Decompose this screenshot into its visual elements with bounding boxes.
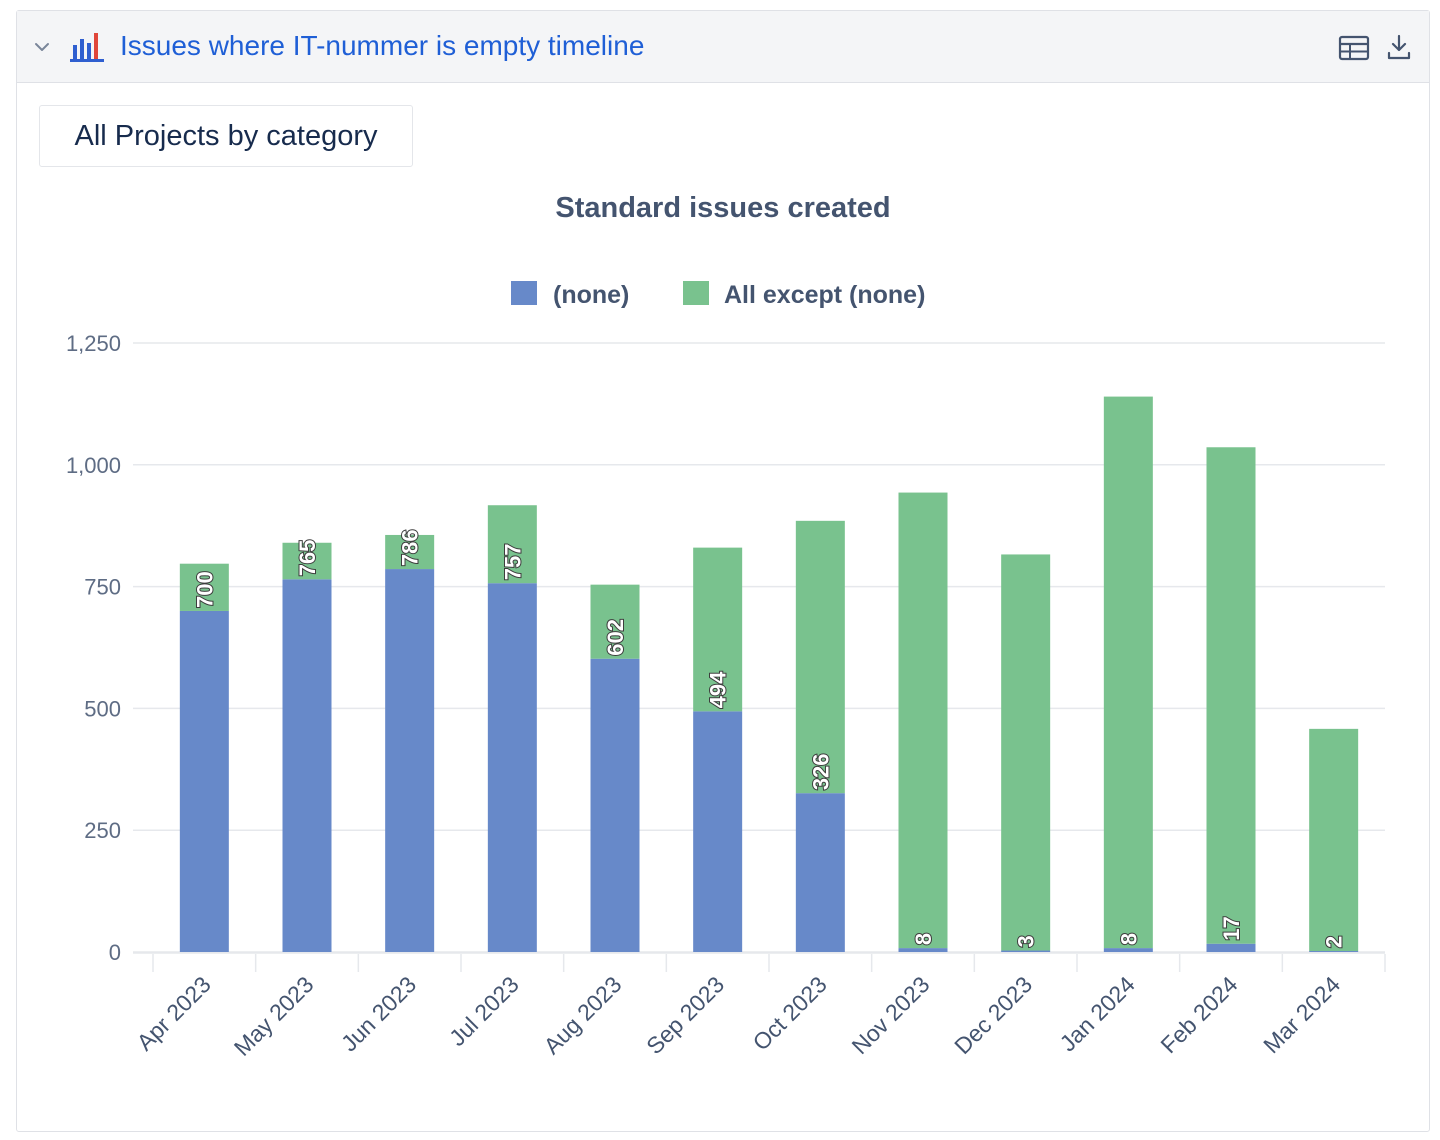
bar-series [179,396,1359,952]
x-tick-label: Oct 2023 [747,971,831,1055]
legend-label-all-except-none[interactable]: All except (none) [724,281,925,309]
panel-header: Issues where IT-nummer is empty timeline [17,11,1429,83]
bar-segment-none[interactable] [1103,948,1153,952]
bar-segment-all-except-none[interactable] [487,505,537,584]
data-label-none: 700 [192,571,217,608]
data-label-none: 326 [808,753,833,790]
bar-segment-none[interactable] [179,610,229,952]
legend-label-none[interactable]: (none) [553,281,629,309]
chevron-down-icon[interactable] [33,38,51,56]
x-tick-label: Aug 2023 [539,971,627,1059]
bar-segment-none[interactable] [795,793,845,952]
x-tick-label: Feb 2024 [1155,971,1242,1058]
bar-segment-none[interactable] [385,569,435,952]
bar-chart-icon [70,33,104,62]
y-gridlines [133,342,1385,953]
bar-segment-none[interactable] [1309,951,1359,952]
legend-swatch-all-except-none[interactable] [683,281,709,305]
bar-segment-all-except-none[interactable] [590,584,640,659]
data-label-none: 602 [603,619,628,656]
y-tick-label: 1,000 [66,453,121,478]
bar-segment-all-except-none[interactable] [1309,728,1359,952]
legend-swatch-none[interactable] [511,281,537,305]
data-label-none: 17 [1219,916,1244,940]
x-tick-label: Jan 2024 [1055,971,1140,1056]
bar-segment-none[interactable] [898,948,948,952]
data-label-none: 3 [1014,935,1039,947]
bar-segment-all-except-none[interactable] [693,547,743,712]
bar-segment-all-except-none[interactable] [385,534,435,570]
data-label-none: 765 [295,540,320,577]
bar-segment-all-except-none[interactable] [1001,554,1051,951]
x-axis: Apr 2023 May 2023 Jun 2023 Jul 2023 Aug 2023… [131,952,1386,1061]
bar-segment-all-except-none[interactable] [795,520,845,794]
bar-segment-none[interactable] [1206,943,1256,952]
download-icon[interactable] [1383,33,1415,63]
data-label-none: 757 [500,543,525,580]
data-labels: 700 765 786 757 602 494 326 8 3 8 17 2 [191,528,1347,949]
y-tick-label: 500 [84,696,121,721]
data-label-none: 2 [1322,936,1347,948]
bar-segment-all-except-none[interactable] [282,542,332,580]
bar-segment-none[interactable] [590,658,640,952]
bar-segment-none[interactable] [693,711,743,952]
data-label-none: 786 [398,529,423,566]
bar-segment-all-except-none[interactable] [179,563,229,611]
bar-segment-none[interactable] [1001,950,1051,952]
y-tick-label: 1,250 [66,331,121,356]
data-label-none: 494 [706,671,731,708]
x-tick-label: Dec 2023 [949,971,1037,1059]
x-tick-label: Sep 2023 [641,971,729,1059]
x-tick-label: Mar 2024 [1258,971,1345,1058]
bar-segment-none[interactable] [487,583,537,952]
chart-title: Standard issues created [555,192,890,224]
chart-legend: (none) All except (none) [511,281,925,309]
bar-segment-all-except-none[interactable] [1103,396,1153,949]
y-tick-label: 0 [109,940,121,965]
x-tick-label: Jun 2023 [336,971,421,1056]
table-icon[interactable] [1338,33,1370,63]
bar-segment-all-except-none[interactable] [1206,447,1256,944]
x-tick-label: May 2023 [229,971,319,1061]
x-tick-label: Apr 2023 [131,971,215,1055]
data-label-none: 8 [911,933,936,945]
bar-segment-all-except-none[interactable] [898,492,948,949]
y-tick-label: 250 [84,818,121,843]
y-axis: 0 250 500 750 1,000 1,250 [66,331,121,965]
data-label-none: 8 [1116,933,1141,945]
y-tick-label: 750 [84,575,121,600]
report-title[interactable]: Issues where IT-nummer is empty timeline [120,30,645,61]
x-tick-label: Jul 2023 [444,971,524,1051]
bar-segment-none[interactable] [282,579,332,952]
category-filter-button[interactable]: All Projects by category [39,105,413,167]
x-tick-label: Nov 2023 [847,971,935,1059]
